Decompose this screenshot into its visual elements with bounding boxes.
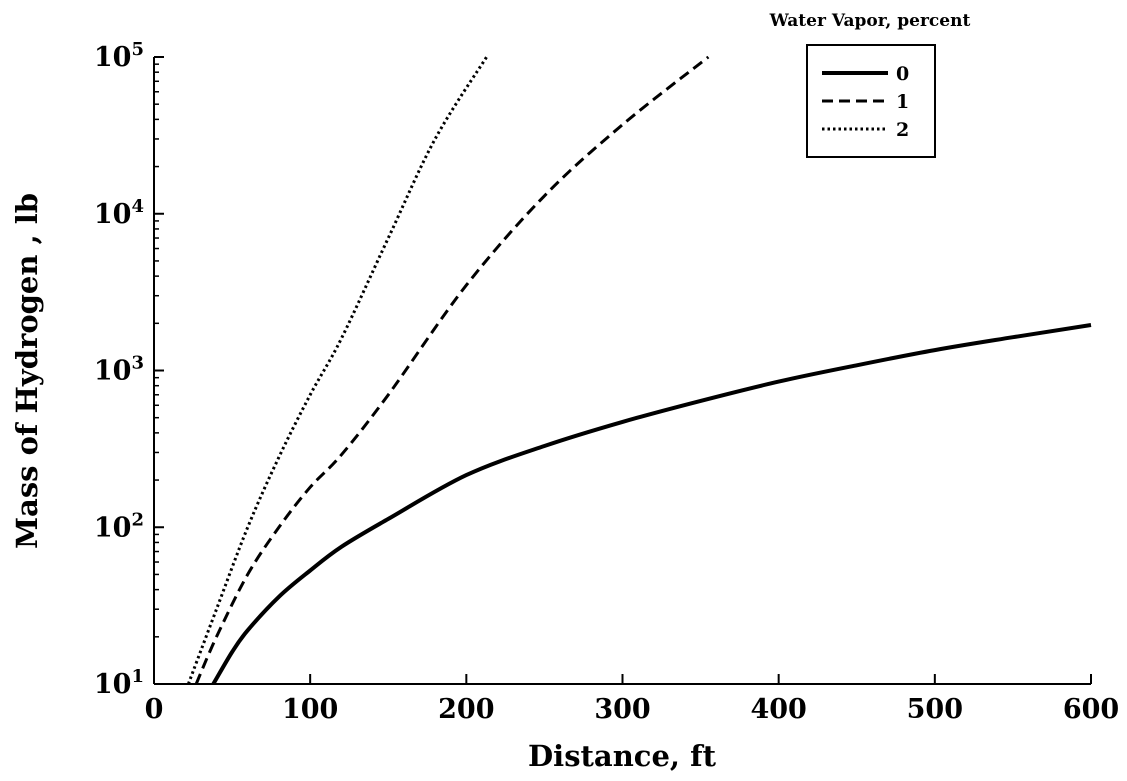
x-tick-label: 0: [145, 694, 164, 725]
x-tick-label: 600: [1063, 694, 1119, 725]
x-tick-label: 400: [750, 694, 806, 725]
y-tick-label: 102: [94, 509, 144, 543]
legend: 0 1 2: [806, 44, 936, 158]
y-axis: 101 102 103 104 105: [94, 39, 164, 700]
x-axis-label: Distance, ft: [528, 739, 717, 773]
legend-label-0: 0: [896, 63, 909, 85]
y-tick-label: 101: [94, 666, 144, 700]
y-tick-label: 103: [94, 353, 144, 387]
series-line-0: [211, 323, 1092, 686]
x-tick-label: 100: [282, 694, 338, 725]
y-tick-label: 104: [94, 196, 144, 230]
series-line-1: [194, 55, 710, 685]
y-tick-label: 105: [94, 39, 144, 73]
x-tick-label: 500: [907, 694, 963, 725]
legend-label-2: 2: [896, 119, 909, 141]
series-line-2: [186, 56, 488, 685]
x-tick-label: 300: [594, 694, 650, 725]
legend-label-1: 1: [896, 91, 909, 113]
y-axis-label: Mass of Hydrogen , lb: [10, 193, 44, 549]
x-axis: 0 100 200 300 400 500 600: [145, 674, 1119, 725]
series-layer: [186, 55, 1092, 686]
legend-title: Water Vapor, percent: [769, 11, 971, 31]
x-tick-label: 200: [438, 694, 494, 725]
plot-area: [153, 57, 1091, 685]
legend-box: [806, 44, 936, 158]
